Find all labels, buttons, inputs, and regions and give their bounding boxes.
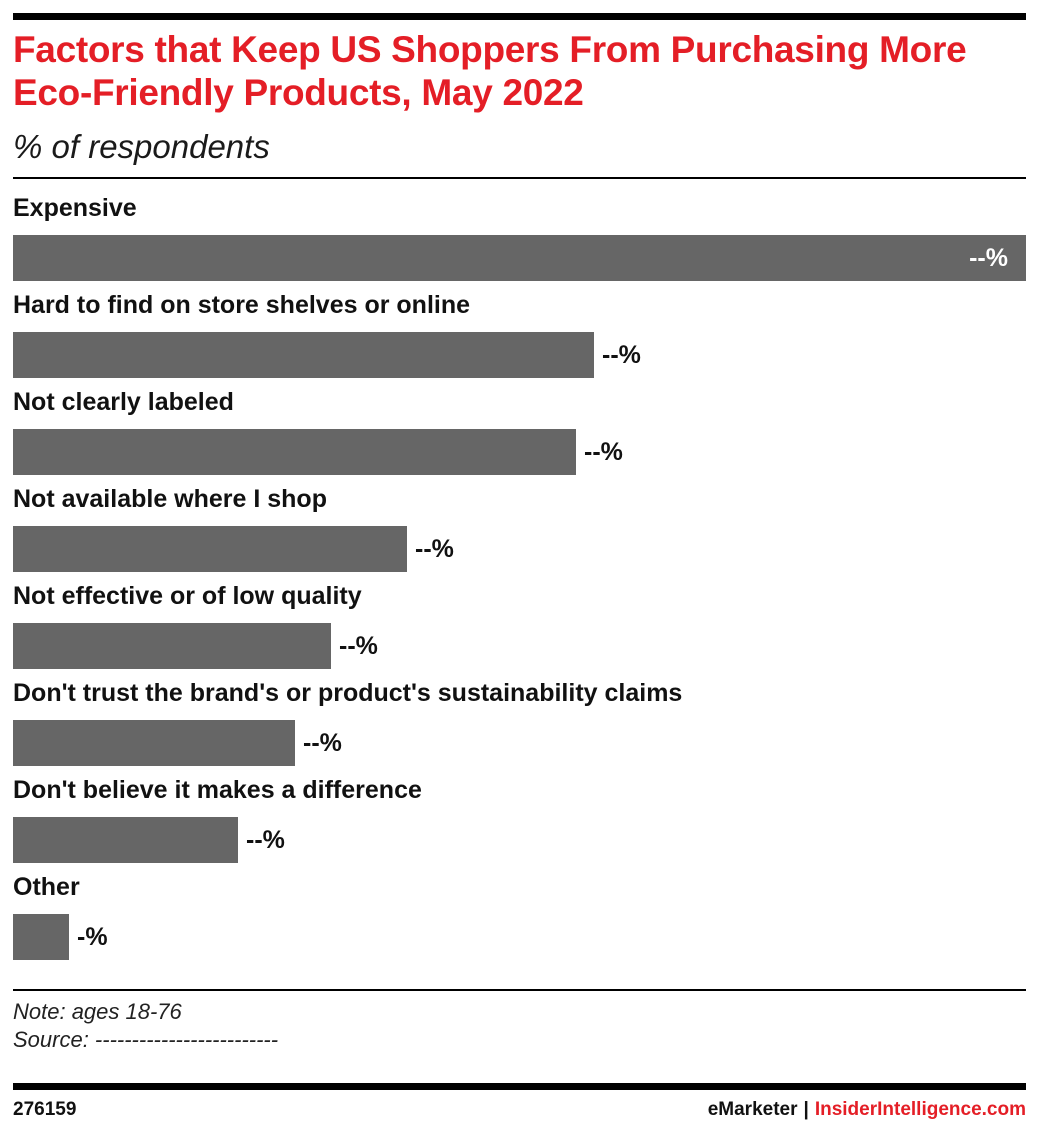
chart-bottom-divider xyxy=(13,989,1026,991)
value-label: --% xyxy=(339,632,378,660)
top-rule xyxy=(13,13,1026,20)
category-label: Not clearly labeled xyxy=(13,388,234,416)
category-label: Not effective or of low quality xyxy=(13,582,362,610)
chart-source: Source: ------------------------- xyxy=(13,1027,279,1052)
category-label: Not available where I shop xyxy=(13,485,327,513)
value-label: --% xyxy=(415,535,454,563)
bar xyxy=(13,332,594,378)
category-label: Other xyxy=(13,873,80,901)
header-divider xyxy=(13,177,1026,179)
value-label: --% xyxy=(303,729,342,757)
brand-insider-intelligence: InsiderIntelligence.com xyxy=(814,1099,1026,1120)
category-label: Don't trust the brand's or product's sus… xyxy=(13,679,683,707)
value-label: --% xyxy=(602,341,641,369)
chart-title: Factors that Keep US Shoppers From Purch… xyxy=(13,29,967,113)
value-label: --% xyxy=(969,244,1008,272)
bar xyxy=(13,817,238,863)
chart-note: Note: ages 18-76 xyxy=(13,999,182,1024)
bar xyxy=(13,914,69,960)
bar xyxy=(13,623,331,669)
bar xyxy=(13,720,295,766)
value-label: --% xyxy=(584,438,623,466)
chart-id: 276159 xyxy=(13,1099,77,1120)
brand-separator: | xyxy=(803,1099,809,1120)
bar xyxy=(13,235,1026,281)
brand-emarketer: eMarketer xyxy=(707,1099,798,1120)
value-label: -% xyxy=(77,923,108,951)
value-label: --% xyxy=(246,826,285,854)
chart-subtitle: % of respondents xyxy=(13,128,270,165)
bar-chart: Expensive --% Hard to find on store shelve… xyxy=(13,193,1026,973)
brand-credit: eMarketer | InsiderIntelligence.com xyxy=(708,1098,1026,1122)
footer-rule xyxy=(13,1083,1026,1090)
bar xyxy=(13,526,407,572)
bar xyxy=(13,429,576,475)
category-label: Expensive xyxy=(13,194,137,222)
category-label: Hard to find on store shelves or online xyxy=(13,291,471,319)
category-label: Don't believe it makes a difference xyxy=(13,776,422,804)
